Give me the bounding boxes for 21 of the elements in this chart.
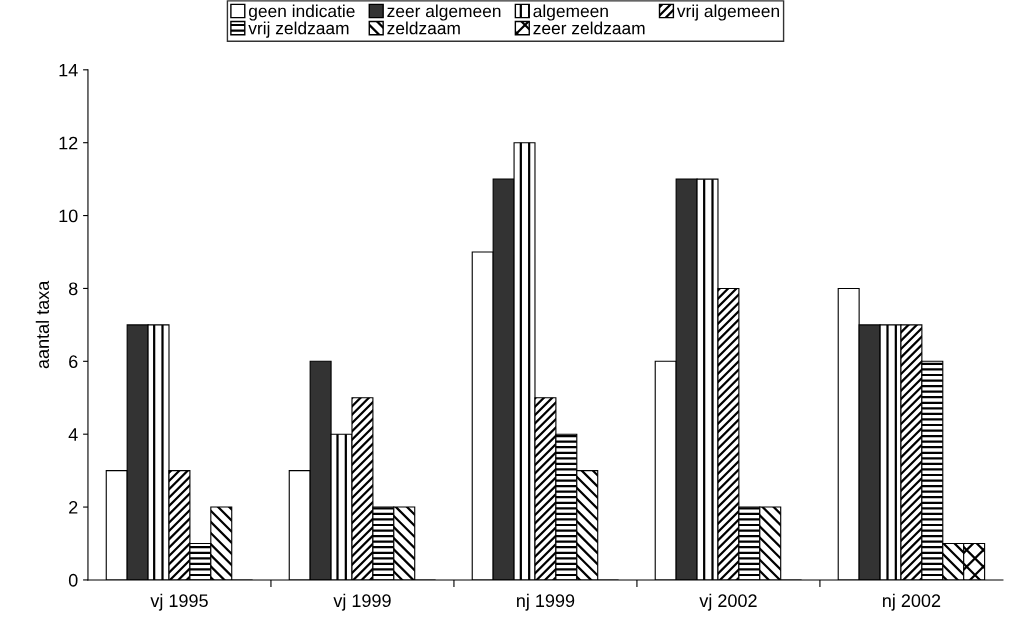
y-tick-label: 4 <box>68 428 78 441</box>
legend-label: vrij zeldzaam <box>248 21 349 38</box>
y-tick-label: 0 <box>68 573 78 587</box>
y-tick-label: 12 <box>59 136 78 150</box>
legend-label: vrij algemeen <box>676 4 779 21</box>
y-tick-label: 14 <box>59 63 78 77</box>
y-tick-label: 2 <box>69 501 78 514</box>
legend-label: zeer zeldzaam <box>533 21 645 35</box>
legend-label: zeer algemeen <box>387 4 501 21</box>
y-tick-label: 10 <box>59 209 78 223</box>
x-tick-label: vj 1995 <box>150 593 208 611</box>
y-tick-label: 8 <box>68 282 78 296</box>
legend-label: zeldzaam <box>387 21 460 35</box>
x-tick-label: vj 1999 <box>333 593 391 611</box>
legend-label: geen indicatie <box>248 4 355 21</box>
y-tick-label: 6 <box>69 355 78 369</box>
x-tick-label: vj 2002 <box>699 593 757 611</box>
x-tick-label: nj 2002 <box>883 593 941 611</box>
x-tick-label: nj 1999 <box>517 593 575 611</box>
y-axis-title: aantal taxa <box>35 280 50 369</box>
legend-label: algemeen <box>533 4 608 21</box>
